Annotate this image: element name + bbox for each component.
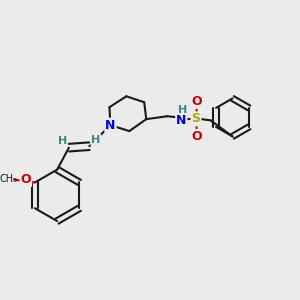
Text: S: S xyxy=(191,112,200,125)
Text: O: O xyxy=(191,95,202,108)
Text: N: N xyxy=(105,118,116,132)
Text: N: N xyxy=(176,114,187,127)
Text: O: O xyxy=(20,173,31,186)
Text: H: H xyxy=(178,104,187,115)
Text: H: H xyxy=(91,135,101,145)
Text: H: H xyxy=(58,136,67,146)
Text: CH₃: CH₃ xyxy=(0,174,18,184)
Text: O: O xyxy=(191,130,202,143)
